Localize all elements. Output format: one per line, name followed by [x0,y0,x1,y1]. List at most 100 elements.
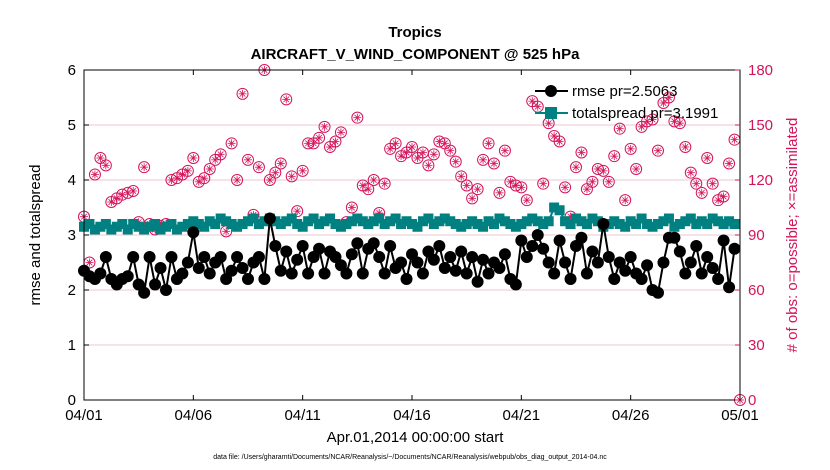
totalspread-point [232,221,243,232]
rmse-point [99,251,112,263]
totalspread-point [510,221,521,232]
totalspread-point [319,216,330,227]
obs-point [460,179,473,192]
totalspread-point [171,224,182,235]
rmse-point [160,284,172,296]
rmse-series [78,212,741,299]
totalspread-point [335,221,346,232]
x-tick-label-3: 04/16 [393,407,431,424]
obs-point [542,117,555,130]
obs-point [597,164,610,177]
totalspread-point [680,216,691,227]
totalspread-point [581,219,592,229]
totalspread-point [483,216,494,227]
rmse-point [559,256,572,269]
totalspread-point [472,219,483,229]
totalspread-point [210,219,221,229]
totalspread-point [467,216,478,227]
rmse-point [575,231,588,244]
rmse-point [548,267,561,280]
obs-point [225,137,238,150]
obs-point [570,161,582,174]
obs-point [695,186,708,199]
rmse-point [652,286,664,299]
totalspread-point [84,219,95,229]
totalspread-point [428,219,439,229]
totalspread-point [554,205,565,216]
totalspread-point [390,213,401,224]
rmse-point [313,242,326,255]
y2-tick-label-0: 0 [748,392,756,409]
totalspread-point [374,213,385,224]
totalspread-point [494,213,505,224]
rmse-point [395,256,408,269]
obs-point [455,170,468,183]
y-tick-label-4: 4 [68,172,76,189]
rmse-point [296,240,309,252]
chart-title: Tropics [388,24,441,41]
totalspread-point [587,213,598,224]
totalspread-point [401,216,412,227]
obs-point [466,192,479,205]
obs-point [477,153,490,166]
obs-point [471,183,484,196]
x-tick-label-4: 04/21 [503,407,541,424]
x-tick-label-6: 05/01 [721,407,759,424]
totalspread-point [653,219,663,229]
obs-point [252,161,265,174]
rmse-point [591,256,604,269]
obs-count-markers [78,64,746,406]
rmse-point [564,273,577,285]
obs-point [608,150,621,163]
totalspread-point [423,213,434,224]
obs-point [220,225,233,238]
totalspread-point [489,219,499,229]
totalspread-point [357,216,368,227]
y2-tick-label-4: 120 [748,172,773,189]
rmse-point [187,226,200,239]
obs-point [181,164,194,177]
totalspread-point [193,219,204,229]
rmse-point [498,248,511,261]
totalspread-point [450,219,461,229]
totalspread-point [188,216,199,227]
totalspread-point [215,213,226,224]
totalspread-point [128,219,139,229]
obs-point [345,201,358,214]
rmse-point [225,264,238,277]
totalspread-point [713,216,724,227]
chart-subtitle: AIRCRAFT_V_WIND_COMPONENT @ 525 hPa [251,46,581,63]
totalspread-point [352,213,363,224]
rmse-point [460,267,473,280]
rmse-point [285,267,298,280]
rmse-point [274,264,287,277]
obs-point [313,131,326,144]
obs-point [498,144,511,157]
rmse-point [438,262,451,274]
rmse-point [619,264,632,277]
obs-point [203,163,216,175]
totalspread-point [155,224,166,235]
rmse-point [706,262,719,274]
rmse-point [340,267,353,280]
rmse-point [712,273,725,285]
totalspread-point [505,219,516,229]
totalspread-point [253,219,264,229]
rmse-point [482,267,495,280]
totalspread-point [516,219,527,229]
rmse-point [356,267,369,280]
y-tick-label-1: 1 [68,337,76,354]
obs-point [362,183,375,196]
totalspread-point [571,213,581,224]
totalspread-point [631,219,642,229]
rmse-point [291,253,304,266]
obs-point [296,164,309,177]
totalspread-point [620,221,631,232]
obs-point [187,152,200,164]
totalspread-point [685,213,696,224]
totalspread-series [79,202,740,235]
obs-point [646,113,659,126]
y-tick-label-2: 2 [68,282,76,299]
obs-point [493,186,506,199]
rmse-point [602,251,615,263]
